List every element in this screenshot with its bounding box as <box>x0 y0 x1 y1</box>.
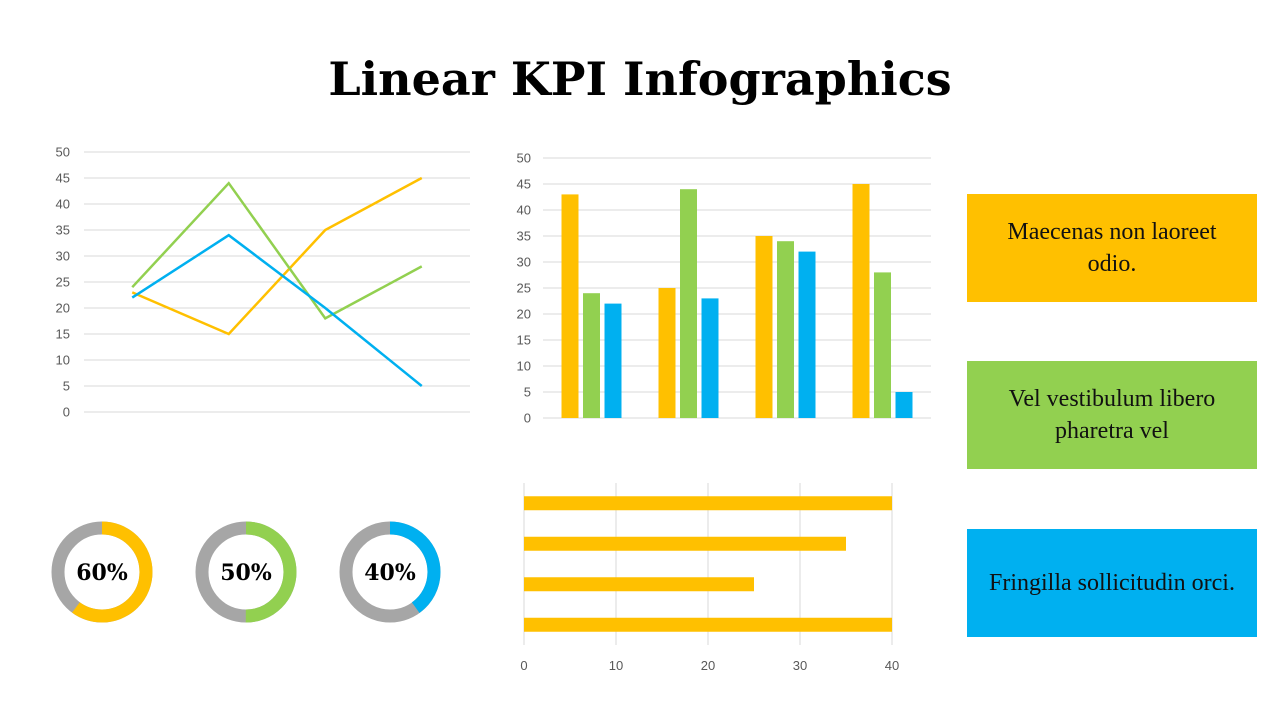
donut-progress-3 <box>339 521 441 623</box>
line-chart-y-tick: 10 <box>56 353 70 368</box>
line-chart-y-tick: 5 <box>63 379 70 394</box>
bar-chart-bar-3-1 <box>755 236 773 418</box>
bar-chart-y-tick: 15 <box>517 333 531 348</box>
line-chart-series-2 <box>131 181 423 321</box>
line-chart-series-3 <box>131 233 423 387</box>
donut-label-1: 60% <box>76 560 128 586</box>
hbar-chart-bar-1 <box>524 496 892 511</box>
line-chart-y-tick: 30 <box>56 249 70 264</box>
hbar-chart-bar-2 <box>524 536 846 551</box>
line-chart-y-tick: 25 <box>56 275 70 290</box>
bar-chart-bar-4-1 <box>852 184 870 418</box>
bar-chart-y-tick: 25 <box>517 281 531 296</box>
line-chart-y-tick: 20 <box>56 301 70 316</box>
bar-chart-y-tick: 45 <box>517 177 531 192</box>
bar-chart-bar-2-2 <box>680 189 697 418</box>
bar-chart-y-tick: 0 <box>524 411 531 426</box>
bar-chart-bar-1-1 <box>561 194 579 418</box>
kpi-card-1-text: Maecenas non laoreet odio. <box>1007 218 1217 277</box>
line-chart-y-tick: 35 <box>56 223 70 238</box>
kpi-card-1: Maecenas non laoreet odio. <box>967 194 1257 302</box>
line-chart-y-tick: 0 <box>63 405 70 420</box>
kpi-card-3: Fringilla sollicitudin orci. <box>967 529 1257 637</box>
bar-chart-bar-3-3 <box>798 251 816 418</box>
line-chart-y-tick: 50 <box>56 145 70 160</box>
line-chart-series-1 <box>131 176 423 336</box>
line-chart-y-tick: 15 <box>56 327 70 342</box>
bar-chart-bar-2-1 <box>658 288 676 418</box>
bar-chart-y-tick: 35 <box>517 229 531 244</box>
bar-chart-y-tick: 20 <box>517 307 531 322</box>
bar-chart-bar-3-2 <box>777 241 794 418</box>
bar-chart-y-tick: 40 <box>517 203 531 218</box>
bar-chart-bar-1-2 <box>583 293 600 418</box>
bar-chart-y-tick: 50 <box>517 151 531 166</box>
kpi-card-2-text: Vel vestibulum libero pharetra vel <box>1008 385 1216 444</box>
hbar-chart-x-tick: 0 <box>520 658 527 673</box>
hbar-chart-x-tick: 40 <box>885 658 899 673</box>
bar-chart-bar-1-3 <box>604 303 622 418</box>
bar-chart-y-tick: 5 <box>524 385 531 400</box>
donut-label-3: 40% <box>364 560 416 586</box>
donut-label-2: 50% <box>220 560 272 586</box>
hbar-chart-x-tick: 30 <box>793 658 807 673</box>
kpi-card-3-text: Fringilla sollicitudin orci. <box>989 569 1235 596</box>
hbar-chart-bar-3 <box>524 577 754 592</box>
hbar-chart-x-tick: 20 <box>701 658 715 673</box>
bar-chart-bar-4-2 <box>874 272 891 418</box>
bar-chart-bar-4-3 <box>895 392 913 418</box>
page-title: Linear KPI Infographics <box>328 52 952 106</box>
line-chart-y-tick: 45 <box>56 171 70 186</box>
donut-progress-1 <box>51 521 153 623</box>
bar-chart-y-tick: 10 <box>517 359 531 374</box>
hbar-chart-x-tick: 10 <box>609 658 623 673</box>
line-chart-y-tick: 40 <box>56 197 70 212</box>
hbar-chart-bar-4 <box>524 617 892 632</box>
bar-chart-bar-2-3 <box>701 298 719 418</box>
kpi-card-2: Vel vestibulum libero pharetra vel <box>967 361 1257 469</box>
donut-progress-2 <box>195 521 297 623</box>
bar-chart-y-tick: 30 <box>517 255 531 270</box>
